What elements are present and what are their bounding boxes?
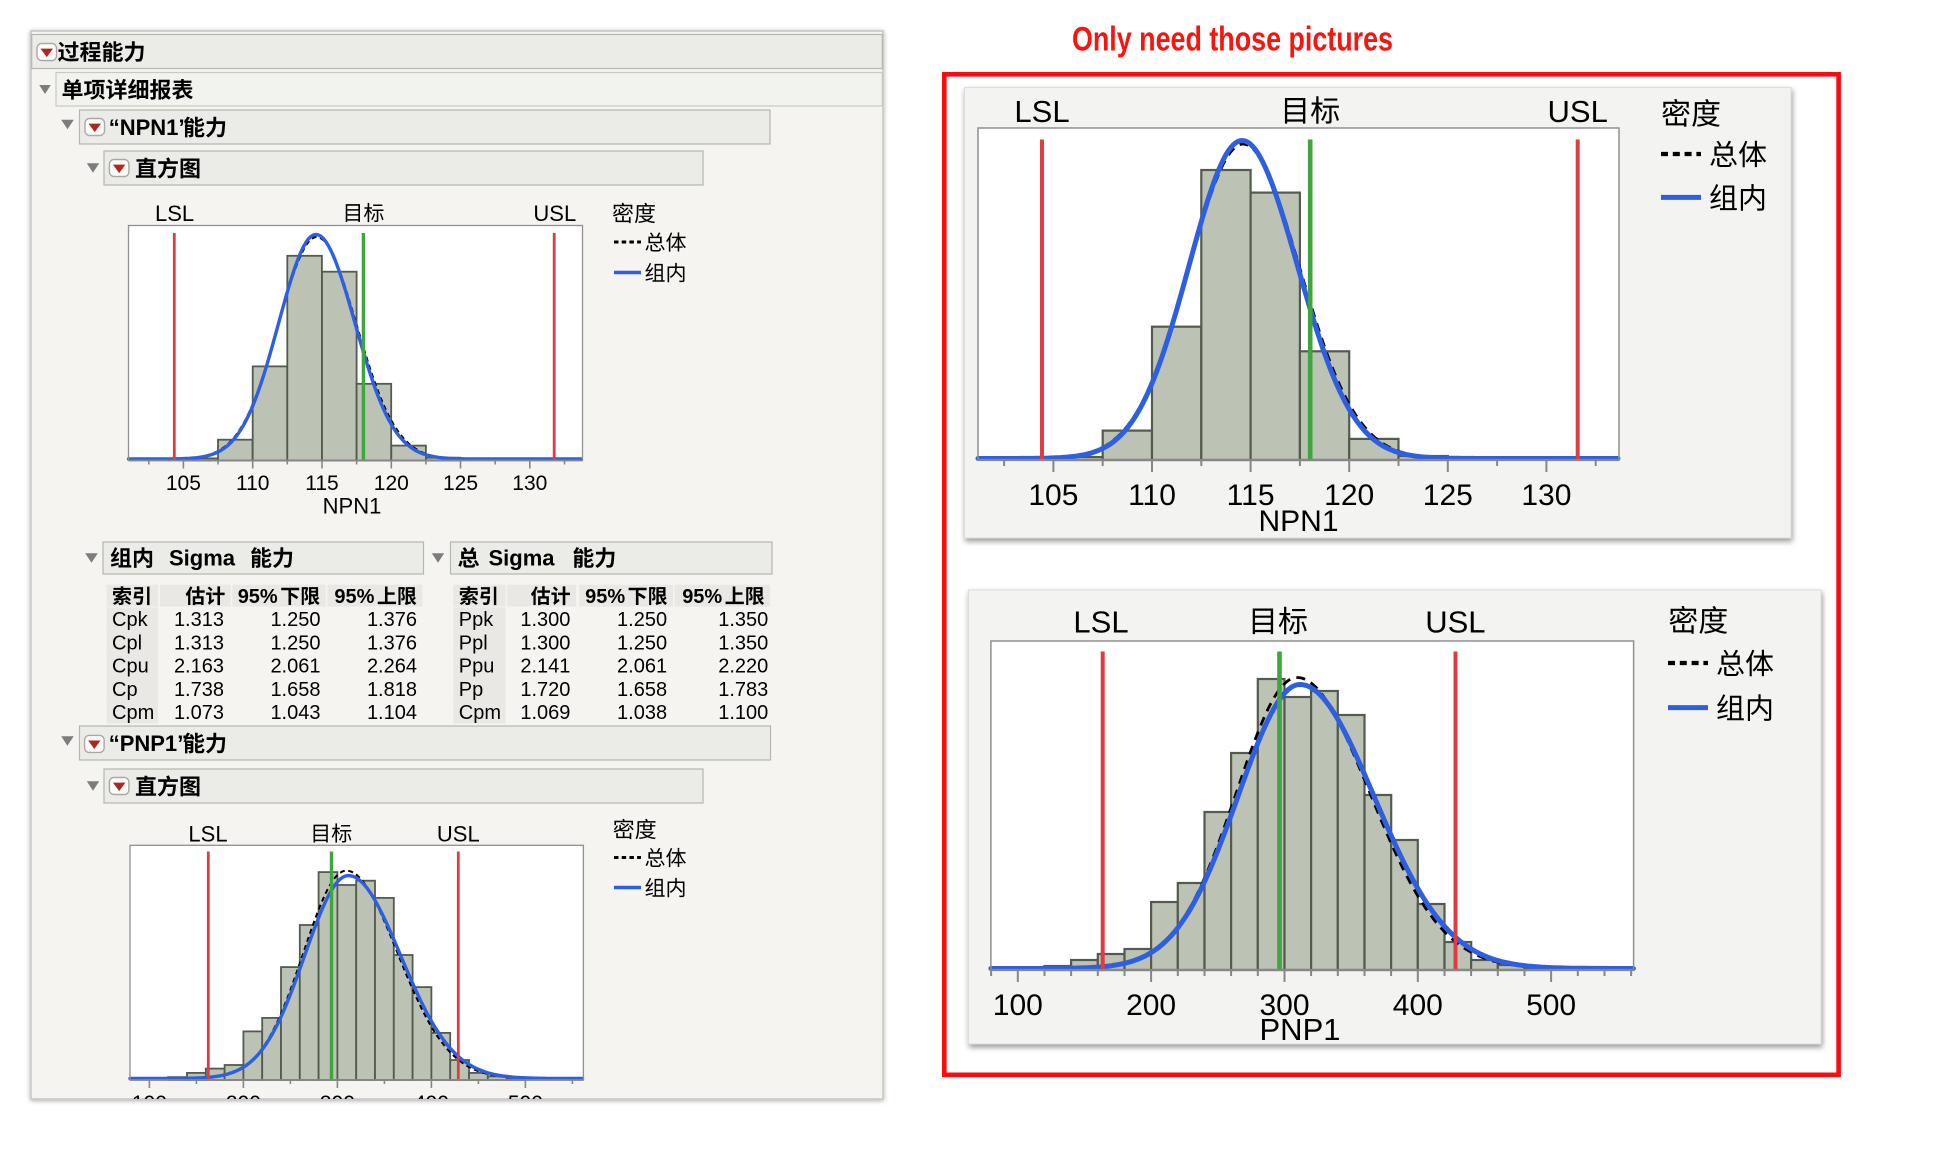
svg-text:2.163: 2.163 — [174, 656, 224, 678]
svg-text:400: 400 — [414, 1092, 449, 1115]
svg-text:1.376: 1.376 — [367, 609, 417, 631]
svg-text:“PNP1”: “PNP1” — [109, 731, 188, 756]
svg-text:USL: USL — [1425, 605, 1485, 640]
svg-text:95%: 95% — [238, 586, 278, 608]
svg-text:LSL: LSL — [188, 822, 227, 847]
svg-text:1.738: 1.738 — [174, 679, 224, 701]
svg-text:500: 500 — [508, 1092, 543, 1115]
svg-text:1.038: 1.038 — [617, 702, 667, 724]
svg-text:200: 200 — [1126, 989, 1176, 1022]
svg-text:1.250: 1.250 — [270, 632, 320, 654]
svg-text:LSL: LSL — [1073, 605, 1128, 640]
svg-text:110: 110 — [236, 472, 269, 495]
svg-text:1.313: 1.313 — [174, 609, 224, 631]
svg-text:2.061: 2.061 — [617, 656, 667, 678]
svg-text:Sigma: Sigma — [169, 546, 236, 571]
svg-text:1.250: 1.250 — [270, 609, 320, 631]
svg-text:2.141: 2.141 — [520, 656, 570, 678]
svg-text:95%: 95% — [682, 586, 722, 608]
svg-text:Cpk: Cpk — [112, 609, 149, 631]
svg-text:Ppu: Ppu — [459, 656, 495, 678]
svg-text:200: 200 — [226, 1092, 261, 1115]
svg-text:Ppk: Ppk — [459, 609, 494, 631]
svg-text:300: 300 — [320, 1092, 355, 1115]
svg-text:1.104: 1.104 — [367, 702, 417, 724]
svg-text:USL: USL — [1548, 94, 1608, 129]
svg-text:105: 105 — [166, 472, 201, 495]
svg-text:LSL: LSL — [155, 201, 194, 226]
svg-text:125: 125 — [1423, 479, 1473, 512]
svg-text:110: 110 — [1128, 479, 1176, 512]
svg-text:500: 500 — [1526, 989, 1576, 1022]
svg-text:Cpm: Cpm — [459, 702, 501, 724]
svg-text:120: 120 — [374, 472, 409, 495]
svg-text:LSL: LSL — [1014, 94, 1069, 129]
svg-text:1.658: 1.658 — [270, 679, 320, 701]
svg-text:1.350: 1.350 — [718, 609, 768, 631]
svg-text:2.264: 2.264 — [367, 656, 417, 678]
svg-text:300: 300 — [1259, 989, 1309, 1022]
svg-text:Cpu: Cpu — [112, 656, 149, 678]
svg-text:1.300: 1.300 — [520, 632, 570, 654]
svg-text:400: 400 — [1393, 989, 1443, 1022]
svg-text:1.250: 1.250 — [617, 632, 667, 654]
svg-text:105: 105 — [1028, 479, 1078, 512]
svg-text:Ppl: Ppl — [459, 632, 488, 654]
svg-text:Cp: Cp — [112, 679, 138, 701]
svg-text:95%: 95% — [334, 586, 374, 608]
svg-text:1.313: 1.313 — [174, 632, 224, 654]
svg-text:USL: USL — [437, 822, 480, 847]
svg-text:1.300: 1.300 — [520, 609, 570, 631]
svg-text:1.783: 1.783 — [718, 679, 768, 701]
svg-text:1.043: 1.043 — [270, 702, 320, 724]
svg-text:120: 120 — [1324, 479, 1374, 512]
svg-text:2.061: 2.061 — [270, 656, 320, 678]
svg-text:NPN1: NPN1 — [323, 494, 382, 519]
svg-text:1.720: 1.720 — [520, 679, 570, 701]
svg-text:1.250: 1.250 — [617, 609, 667, 631]
svg-text:125: 125 — [443, 472, 478, 495]
svg-text:PNP1: PNP1 — [1260, 1012, 1341, 1047]
svg-text:Cpl: Cpl — [112, 632, 142, 654]
svg-text:130: 130 — [1521, 479, 1571, 512]
svg-text:1.100: 1.100 — [718, 702, 768, 724]
svg-text:“NPN1”: “NPN1” — [109, 115, 190, 140]
svg-text:1.658: 1.658 — [617, 679, 667, 701]
svg-text:95%: 95% — [585, 586, 625, 608]
svg-text:2.220: 2.220 — [718, 656, 768, 678]
svg-text:Only need those pictures: Only need those pictures — [1072, 21, 1393, 59]
svg-text:1.073: 1.073 — [174, 702, 224, 724]
svg-text:Sigma: Sigma — [489, 546, 556, 571]
svg-text:1.350: 1.350 — [718, 632, 768, 654]
svg-text:1.818: 1.818 — [367, 679, 417, 701]
svg-text:130: 130 — [512, 472, 547, 495]
svg-text:Pp: Pp — [459, 679, 483, 701]
svg-text:115: 115 — [305, 472, 338, 495]
svg-text:100: 100 — [993, 989, 1043, 1022]
svg-text:1.376: 1.376 — [367, 632, 417, 654]
svg-text:1.069: 1.069 — [520, 702, 570, 724]
svg-text:NPN1: NPN1 — [1258, 505, 1338, 538]
svg-text:USL: USL — [533, 201, 576, 226]
svg-text:115: 115 — [1227, 479, 1275, 512]
svg-text:100: 100 — [132, 1092, 167, 1115]
svg-text:Cpm: Cpm — [112, 702, 154, 724]
